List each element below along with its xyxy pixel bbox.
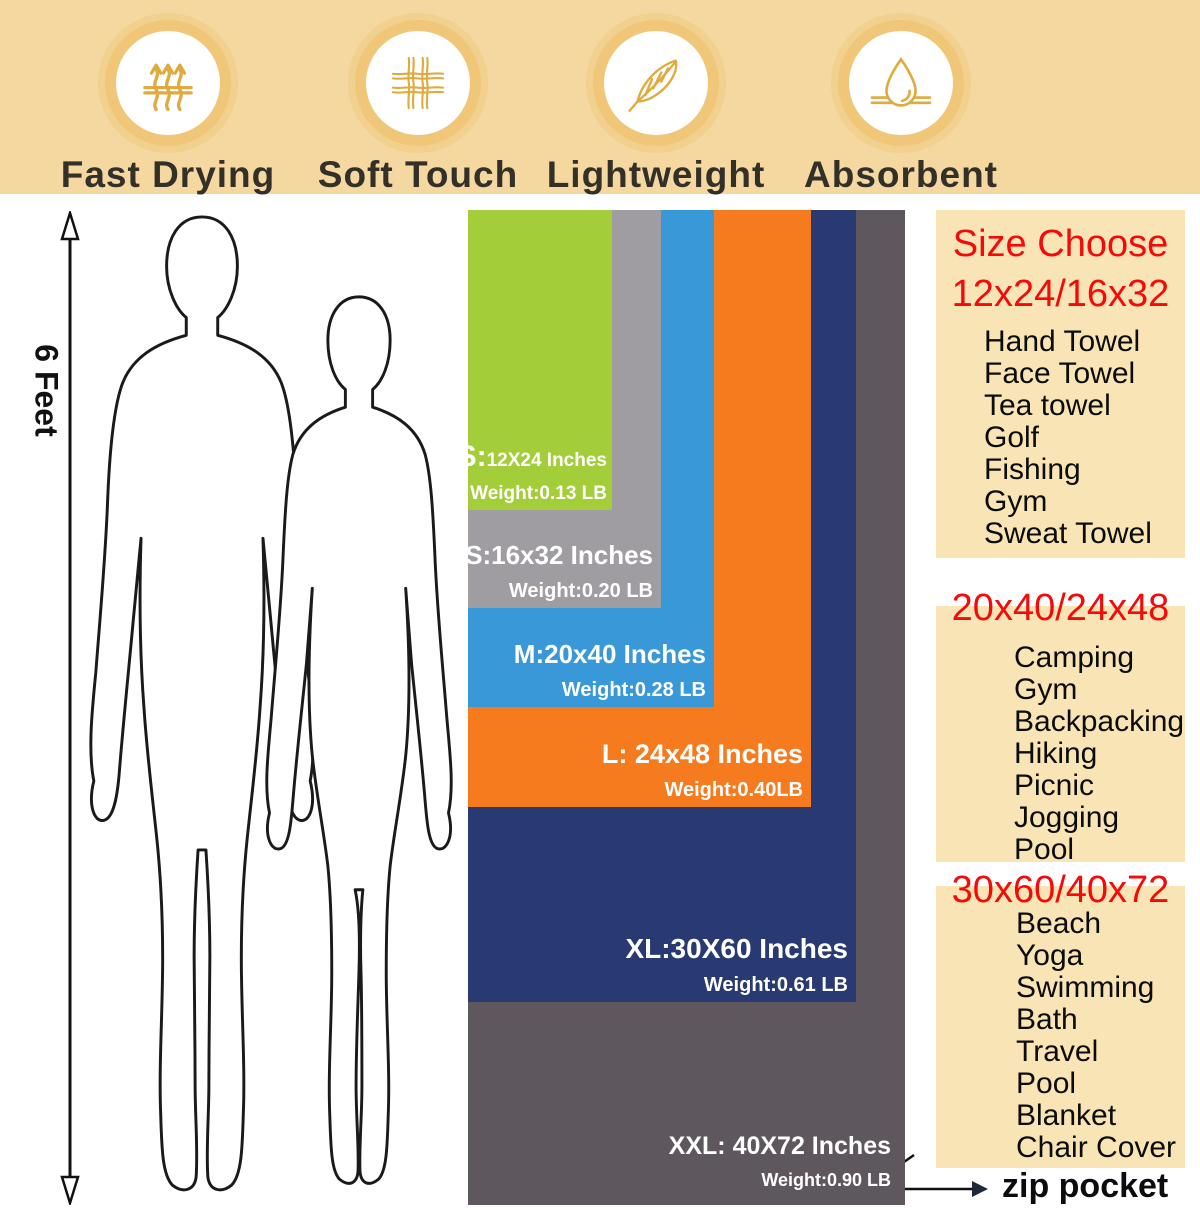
use-case-item: Face Towel bbox=[984, 357, 1136, 390]
lightweight-badge bbox=[593, 20, 719, 146]
size-panel-large: 30x60/40x72 Beach Yoga Swimming Bath Tra… bbox=[936, 869, 1185, 1168]
soft-touch-badge bbox=[355, 20, 481, 146]
size-weight: Weight:0.90 LB bbox=[761, 1170, 891, 1190]
size-dimensions: 30X60 Inches bbox=[670, 933, 848, 964]
fabric-weave-icon bbox=[391, 56, 445, 110]
size-rect-label: S:16x32 Inches Weight:0.20 LB bbox=[465, 540, 653, 603]
use-case-item: Fishing bbox=[984, 453, 1081, 486]
size-rect-label: XL:30X60 Inches Weight:0.61 LB bbox=[625, 933, 848, 997]
absorbent-badge bbox=[838, 20, 964, 146]
size-weight: Weight:0.13 LB bbox=[470, 483, 607, 504]
size-panel-small: Size Choose 12x24/16x32 Hand Towel Face … bbox=[936, 210, 1185, 558]
fast-drying-badge bbox=[105, 20, 231, 146]
size-panel-medium: 20x40/24x48 Camping Gym Backpacking Hiki… bbox=[936, 587, 1185, 866]
use-case-item: Beach bbox=[1016, 907, 1102, 940]
feature-absorbent: Absorbent bbox=[776, 20, 1026, 196]
size-rect-label: XXL: 40X72 Inches Weight:0.90 LB bbox=[669, 1132, 891, 1191]
use-case-item: Chair Cover bbox=[1016, 1131, 1177, 1164]
size-code: XS: bbox=[436, 440, 487, 473]
panel-size-heading: 12x24/16x32 bbox=[951, 273, 1170, 315]
feature-fast-drying: Fast Drying bbox=[43, 20, 293, 196]
size-code: XL: bbox=[625, 933, 671, 964]
feather-icon bbox=[628, 59, 678, 112]
use-case-item: Bath bbox=[1016, 1003, 1078, 1036]
size-dimensions: 20x40 Inches bbox=[544, 639, 706, 669]
panel-title: Size Choose bbox=[952, 223, 1169, 265]
use-case-item: Pool bbox=[1014, 833, 1075, 866]
feature-label: Fast Drying bbox=[60, 154, 276, 195]
height-arrow bbox=[60, 211, 80, 1205]
steam-rising-icon bbox=[143, 63, 193, 112]
size-code: XXL: bbox=[668, 1132, 733, 1160]
size-rect-label: XS:12X24 Inches Weight:0.13 LB bbox=[437, 440, 607, 505]
use-case-item: Gym bbox=[1014, 673, 1078, 706]
use-case-item: Pool bbox=[1016, 1067, 1077, 1100]
use-case-list: Beach Yoga Swimming Bath Travel Pool Bla… bbox=[936, 886, 1185, 1164]
use-case-list: Hand Towel Face Towel Tea towel Golf Fis… bbox=[936, 316, 1185, 550]
panel-size-heading: 30x60/40x72 bbox=[951, 869, 1170, 911]
use-case-item: Golf bbox=[984, 421, 1040, 454]
man-outline-figure bbox=[89, 215, 315, 1192]
size-rect-label: L: 24x48 Inches Weight:0.40LB bbox=[602, 739, 803, 802]
use-case-item: Yoga bbox=[1016, 939, 1084, 972]
woman-outline-figure bbox=[265, 295, 453, 1185]
size-dimensions: 12X24 Inches bbox=[486, 450, 607, 471]
feature-label: Lightweight bbox=[546, 154, 766, 195]
use-case-item: Gym bbox=[984, 485, 1048, 518]
size-weight: Weight:0.40LB bbox=[664, 779, 803, 801]
feature-lightweight: Lightweight bbox=[531, 20, 781, 196]
use-case-list: Camping Gym Backpacking Hiking Picnic Jo… bbox=[936, 606, 1185, 866]
water-drop-icon bbox=[870, 57, 932, 107]
size-dimensions: 16x32 Inches bbox=[491, 540, 653, 570]
size-weight: Weight:0.20 LB bbox=[508, 580, 653, 602]
use-case-item: Backpacking bbox=[1014, 705, 1185, 738]
size-weight: Weight:0.61 LB bbox=[703, 974, 848, 996]
size-code: M: bbox=[513, 639, 545, 669]
panel-size-heading: 20x40/24x48 bbox=[951, 587, 1170, 629]
size-dimensions: 40X72 Inches bbox=[732, 1132, 891, 1160]
use-case-item: Camping bbox=[1014, 641, 1135, 674]
use-case-item: Swimming bbox=[1016, 971, 1155, 1004]
feature-label: Soft Touch bbox=[317, 154, 519, 195]
use-case-item: Sweat Towel bbox=[984, 517, 1152, 550]
use-case-item: Tea towel bbox=[984, 389, 1111, 422]
feature-soft-touch: Soft Touch bbox=[293, 20, 543, 196]
use-case-item: Hand Towel bbox=[984, 325, 1141, 358]
feature-label: Absorbent bbox=[804, 154, 998, 195]
use-case-item: Blanket bbox=[1016, 1099, 1117, 1132]
use-case-item: Picnic bbox=[1014, 769, 1095, 802]
size-code: S: bbox=[465, 540, 492, 570]
height-label: 6 Feet bbox=[28, 344, 65, 437]
size-rect-label: M:20x40 Inches Weight:0.28 LB bbox=[514, 639, 706, 702]
size-rect-xs: XS:12X24 Inches Weight:0.13 LB bbox=[437, 210, 612, 510]
size-weight: Weight:0.28 LB bbox=[561, 679, 706, 701]
features-banner: Fast Drying Soft Touch bbox=[0, 0, 1200, 196]
size-dimensions: 24x48 Inches bbox=[634, 739, 803, 769]
use-case-item: Travel bbox=[1016, 1035, 1099, 1068]
zip-pocket-label: zip pocket bbox=[1002, 1167, 1169, 1205]
size-code: L: bbox=[601, 739, 635, 769]
use-case-item: Jogging bbox=[1014, 801, 1120, 834]
use-case-item: Hiking bbox=[1014, 737, 1098, 770]
